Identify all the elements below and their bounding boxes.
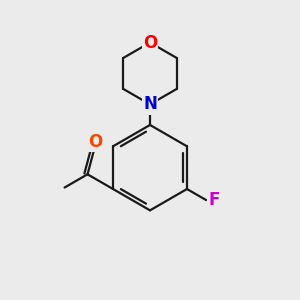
- Text: N: N: [143, 95, 157, 113]
- Text: O: O: [88, 133, 102, 151]
- Text: F: F: [209, 191, 220, 209]
- Text: O: O: [143, 34, 157, 52]
